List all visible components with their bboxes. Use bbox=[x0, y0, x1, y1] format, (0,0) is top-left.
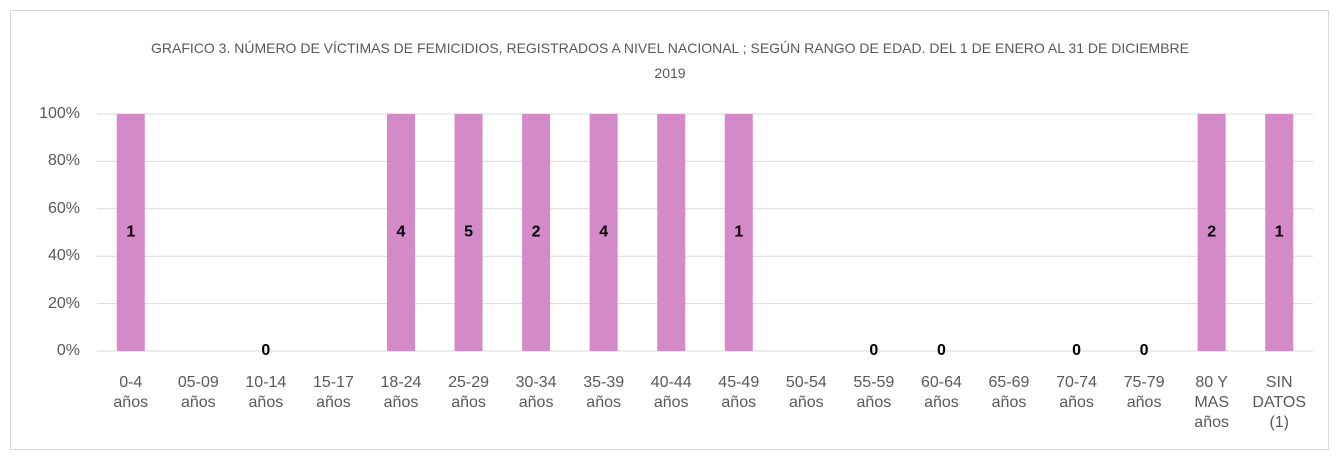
data-label: 1 bbox=[734, 224, 743, 241]
data-label: 0 bbox=[261, 342, 270, 359]
x-tick-label: 30-34 años bbox=[515, 374, 557, 411]
data-label: 0 bbox=[937, 342, 946, 359]
y-tick-label: 80% bbox=[47, 152, 80, 170]
bar bbox=[1197, 114, 1226, 351]
y-tick-label: 20% bbox=[47, 294, 80, 312]
bar bbox=[387, 114, 415, 351]
y-tick-label: 60% bbox=[47, 199, 80, 217]
x-tick-label: SIN DATOS (1) bbox=[1252, 374, 1307, 431]
x-tick-label: 35-39 años bbox=[583, 374, 625, 411]
data-label: 2 bbox=[532, 224, 541, 241]
data-label: 0 bbox=[1072, 342, 1081, 359]
bar bbox=[522, 114, 551, 351]
data-label: 0 bbox=[1140, 342, 1149, 359]
x-tick-label: 45-49 años bbox=[718, 374, 760, 411]
x-tick-label: 0-4 años bbox=[113, 374, 149, 411]
data-label: 4 bbox=[397, 224, 406, 241]
x-tick-label: 80 Y MAS años bbox=[1194, 374, 1229, 431]
data-label: 4 bbox=[599, 224, 608, 241]
data-label: 1 bbox=[1275, 224, 1284, 241]
x-tick-label: 18-24 años bbox=[380, 374, 422, 411]
data-label: 5 bbox=[464, 224, 473, 241]
data-label: 0 bbox=[869, 342, 878, 359]
x-tick-label: 75-79 años bbox=[1123, 374, 1165, 411]
y-tick-label: 0% bbox=[56, 342, 80, 359]
data-label: 1 bbox=[126, 224, 135, 241]
x-tick-label: 10-14 años bbox=[245, 374, 287, 411]
bar bbox=[724, 114, 753, 351]
x-tick-label: 70-74 años bbox=[1056, 374, 1097, 411]
x-tick-label: 60-64 años bbox=[920, 374, 962, 411]
bar bbox=[589, 114, 618, 351]
chart-title: GRAFICO 3. NÚMERO DE VÍCTIMAS DE FEMICID… bbox=[150, 40, 1190, 81]
x-tick-label: 40-44 años bbox=[650, 374, 692, 411]
y-tick-label: 100% bbox=[39, 105, 80, 122]
x-tick-label: 05-09 años bbox=[177, 374, 219, 411]
x-tick-label: 55-59 años bbox=[853, 374, 895, 411]
x-tick-label: 65-69 años bbox=[988, 374, 1030, 411]
bar bbox=[1265, 114, 1294, 351]
bar bbox=[454, 114, 483, 351]
x-tick-label: 15-17 años bbox=[312, 374, 354, 411]
data-label: 2 bbox=[1207, 224, 1216, 241]
y-tick-label: 40% bbox=[47, 247, 80, 265]
x-tick-label: 50-54 años bbox=[785, 374, 827, 411]
bar bbox=[116, 114, 145, 351]
bar bbox=[657, 114, 686, 351]
x-tick-label: 25-29 años bbox=[448, 374, 489, 411]
